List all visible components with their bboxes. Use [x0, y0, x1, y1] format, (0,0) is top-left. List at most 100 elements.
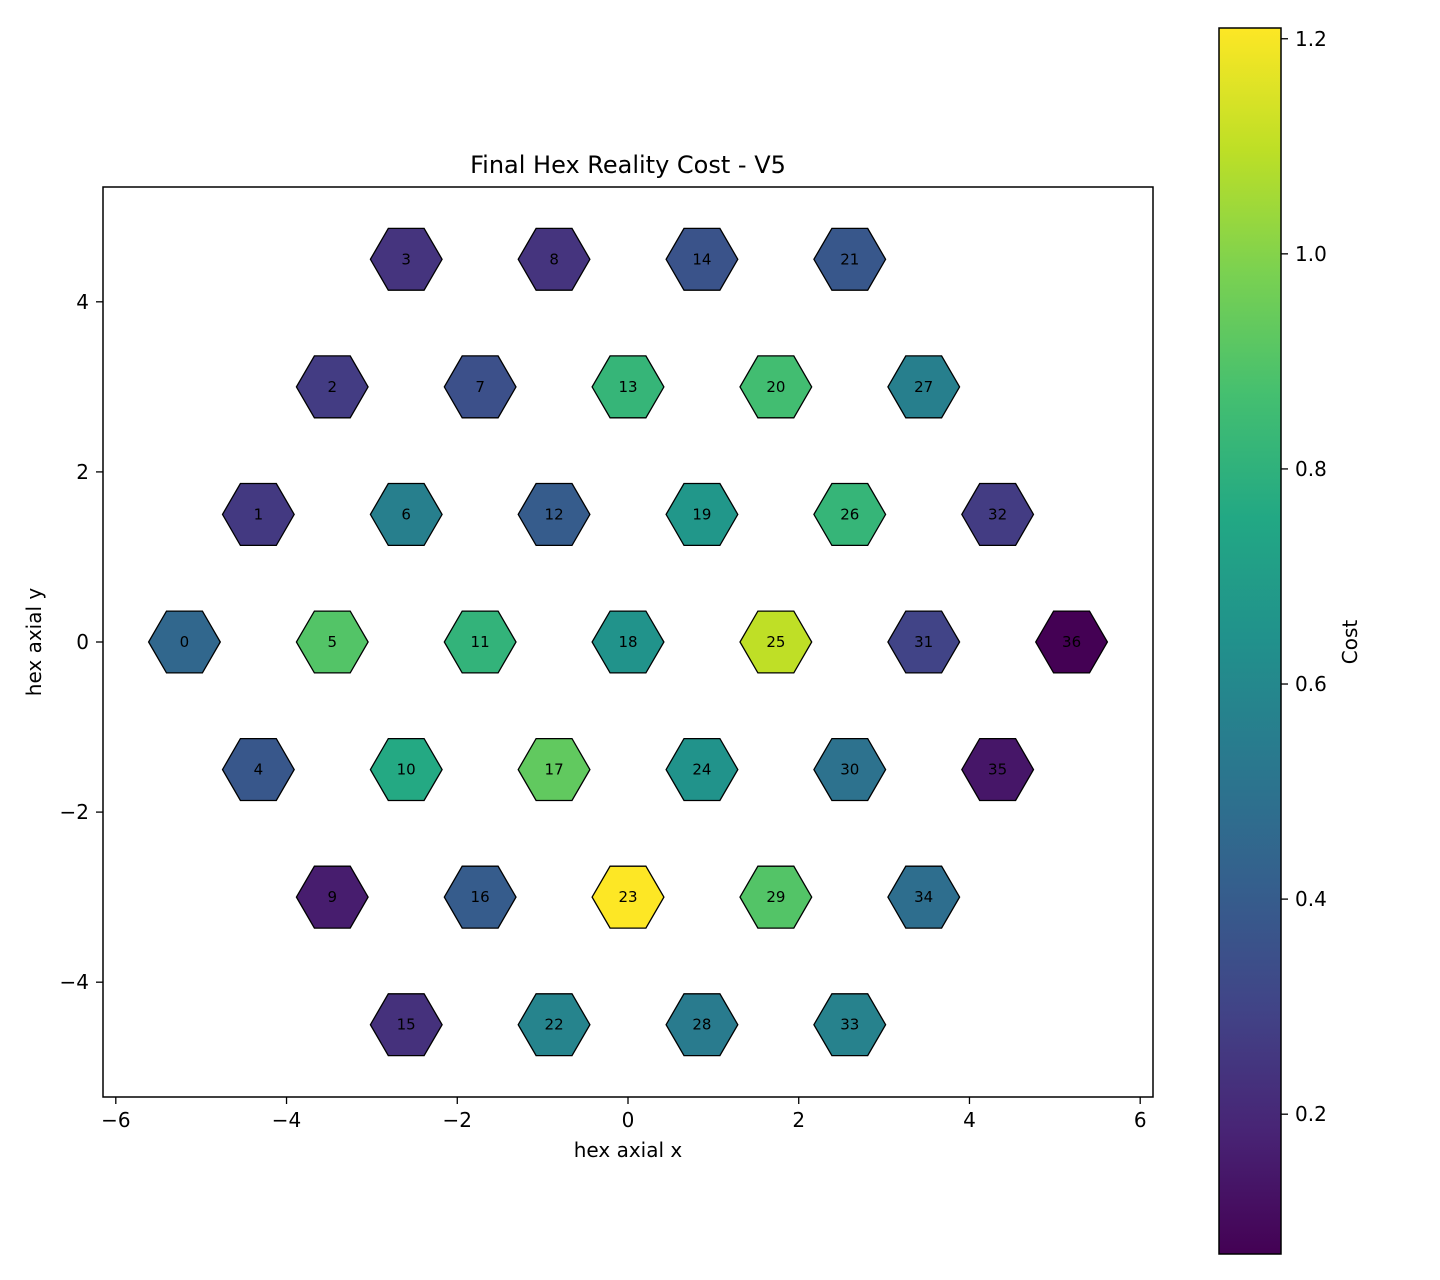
hex-cell: 35: [961, 737, 1035, 802]
hex-cell: 6: [369, 482, 443, 547]
hex-cell: 27: [887, 355, 961, 419]
hex-cell-shape: [813, 227, 887, 291]
hex-cell-shape: [591, 865, 665, 929]
hex-cell: 30: [813, 737, 887, 802]
x-tick-label: 0: [622, 1108, 635, 1132]
hex-cell-label: 24: [692, 761, 711, 779]
x-axis: −6 −4 −2 0 2 4 6: [101, 1097, 1147, 1132]
hex-cell-shape: [739, 865, 813, 929]
colorbar-gradient: [1218, 27, 1282, 1255]
hex-cell-label: 7: [475, 378, 485, 396]
hex-cell-shape: [887, 865, 961, 929]
hex-cell-label: 14: [692, 250, 711, 268]
hex-cell: 13: [591, 355, 665, 419]
y-tick-label: 2: [76, 460, 89, 484]
colorbar: 0.2 0.4 0.6 0.8 1.0 1.2 Cost: [1218, 27, 1362, 1255]
hex-cell: 15: [369, 993, 443, 1057]
hex-cell-shape: [961, 737, 1035, 802]
hex-cell-label: 0: [180, 633, 190, 651]
hex-cell-shape: [739, 355, 813, 419]
hex-cell-label: 32: [988, 505, 1007, 523]
hex-cell-label: 19: [692, 505, 711, 523]
hex-cell-label: 4: [254, 761, 264, 779]
y-tick-label: −4: [60, 970, 89, 994]
hex-cell: 23: [591, 865, 665, 929]
colorbar-tick-label: 0.8: [1295, 457, 1327, 481]
hex-cell-label: 35: [988, 761, 1007, 779]
hex-cell-shape: [147, 610, 222, 674]
hex-cell: 9: [295, 865, 369, 929]
hex-cell-label: 26: [840, 505, 859, 523]
hex-cell: 16: [443, 865, 517, 929]
y-axis: −4 −2 0 2 4: [60, 290, 103, 994]
hex-cell-shape: [517, 227, 591, 291]
hex-cell: 26: [813, 482, 887, 547]
hex-cell-shape: [295, 355, 369, 419]
hex-cell-shape: [665, 482, 739, 547]
x-tick-label: −4: [272, 1108, 301, 1132]
hex-cell-label: 20: [766, 378, 785, 396]
hex-cell: 1: [221, 482, 295, 547]
colorbar-tick-label: 0.6: [1295, 672, 1327, 696]
hex-cell: 17: [517, 737, 591, 802]
y-axis-title: hex axial y: [22, 588, 46, 697]
hex-cell: 36: [1034, 610, 1109, 674]
hex-cell: 4: [221, 737, 295, 802]
y-tick-label: −2: [60, 800, 89, 824]
hex-cell-shape: [813, 993, 887, 1057]
hex-cell-label: 30: [840, 761, 859, 779]
hex-cell-shape: [221, 737, 295, 802]
hex-cell-shape: [739, 610, 813, 674]
chart-title: Final Hex Reality Cost - V5: [470, 151, 786, 179]
hex-cell: 0: [147, 610, 222, 674]
hex-cell-shape: [813, 737, 887, 802]
x-tick-label: 2: [792, 1108, 805, 1132]
hex-cell-shape: [665, 993, 739, 1057]
hex-cell-shape: [369, 482, 443, 547]
hex-cell: 33: [813, 993, 887, 1057]
hex-cell: 21: [813, 227, 887, 291]
hex-cell-label: 8: [549, 250, 559, 268]
hex-cell-shape: [443, 610, 517, 674]
y-tick-label: 4: [76, 290, 89, 314]
hex-cell: 3: [369, 227, 443, 291]
hex-cells: 0123456789101112131415161718192021222324…: [147, 227, 1109, 1057]
hex-cell-shape: [665, 227, 739, 291]
hex-cell: 12: [517, 482, 591, 547]
hex-cell-label: 18: [618, 633, 637, 651]
hex-cell-shape: [887, 355, 961, 419]
colorbar-title: Cost: [1338, 620, 1362, 665]
x-tick-label: −6: [101, 1108, 130, 1132]
hex-cell: 24: [665, 737, 739, 802]
hex-cell-label: 12: [545, 505, 564, 523]
hex-cell-label: 16: [471, 888, 490, 906]
hex-cell: 5: [295, 610, 369, 674]
hex-cell: 32: [961, 482, 1035, 547]
hex-cell: 31: [887, 610, 961, 674]
hex-cell: 14: [665, 227, 739, 291]
hex-cell: 19: [665, 482, 739, 547]
hex-cell: 7: [443, 355, 517, 419]
hex-cell-label: 27: [914, 378, 933, 396]
hex-cell-label: 28: [692, 1016, 711, 1034]
hex-cell-label: 15: [397, 1016, 416, 1034]
colorbar-tick-label: 1.2: [1295, 27, 1327, 51]
hex-cell-label: 29: [766, 888, 785, 906]
hex-cell: 28: [665, 993, 739, 1057]
hex-cell-shape: [591, 610, 665, 674]
hex-cell-shape: [443, 865, 517, 929]
hex-cell-label: 13: [618, 378, 637, 396]
y-tick-label: 0: [76, 630, 89, 654]
hex-cell-label: 9: [328, 888, 338, 906]
hex-cell-shape: [1034, 610, 1109, 674]
hex-cell: 2: [295, 355, 369, 419]
hex-cell-shape: [665, 737, 739, 802]
hex-cell: 20: [739, 355, 813, 419]
hex-cell-shape: [295, 865, 369, 929]
x-tick-label: −2: [443, 1108, 472, 1132]
hex-cell-label: 31: [914, 633, 933, 651]
hex-cell-shape: [517, 737, 591, 802]
hex-cell: 18: [591, 610, 665, 674]
hex-cell-label: 2: [328, 378, 338, 396]
